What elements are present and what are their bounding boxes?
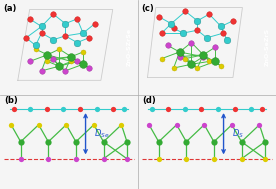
Text: $D_{Se}$: $D_{Se}$ [94,127,109,140]
Text: ZnO-SZrSe: ZnO-SZrSe [127,28,132,66]
Text: $D_{S}$: $D_{S}$ [232,127,244,140]
Text: (d): (d) [142,96,156,105]
Text: ZnO-SeZrS: ZnO-SeZrS [265,28,270,66]
Text: (a): (a) [4,4,17,13]
Text: (c): (c) [142,4,154,13]
Text: (b): (b) [4,96,18,105]
